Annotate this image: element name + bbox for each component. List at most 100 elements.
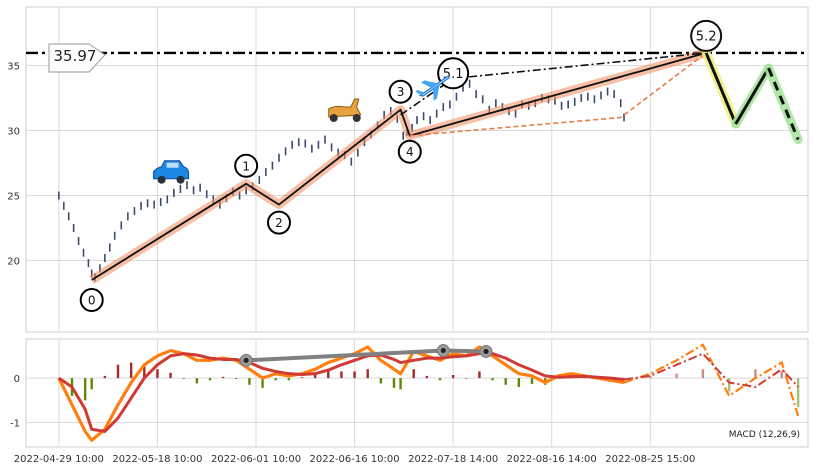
car-window bbox=[166, 162, 179, 168]
macd-histogram-bar bbox=[379, 378, 383, 384]
y-tick-label: -1 bbox=[10, 419, 20, 430]
wave-label: 3 bbox=[397, 85, 405, 99]
airplane-wing bbox=[421, 80, 439, 89]
macd-histogram-bar bbox=[366, 369, 369, 379]
scooter-wheel bbox=[329, 114, 338, 122]
signal-forecast-line bbox=[623, 352, 799, 389]
macd-histogram-bar bbox=[248, 378, 251, 385]
macd-histogram-bar bbox=[195, 378, 199, 384]
price-level-tag bbox=[48, 43, 106, 73]
macd-histogram-bar bbox=[412, 369, 415, 379]
macd-histogram-bar bbox=[274, 378, 277, 381]
wave-label: 1 bbox=[242, 159, 250, 173]
macd-histogram-bar bbox=[103, 375, 107, 379]
macd-histogram-bar bbox=[504, 378, 507, 385]
x-tick-label: 2022-06-16 10:00 bbox=[310, 454, 400, 465]
car-body bbox=[153, 160, 190, 180]
wave-label: 0 bbox=[88, 294, 96, 308]
y-tick-label: 25 bbox=[7, 192, 20, 203]
macd-forecast-histogram-bar bbox=[796, 378, 800, 407]
macd-line bbox=[57, 345, 625, 442]
airplane-tail bbox=[415, 89, 425, 95]
macd-histogram-bar bbox=[340, 371, 343, 379]
macd-legend-label: MACD (12,26,9) bbox=[729, 430, 800, 440]
x-tick-label: 2022-06-01 10:00 bbox=[211, 454, 301, 465]
wave-label-circle bbox=[234, 153, 259, 178]
macd-histogram-bar bbox=[530, 378, 534, 384]
divergence-dot bbox=[440, 348, 446, 354]
car-wheel bbox=[176, 175, 185, 184]
y-tick-label: 20 bbox=[7, 257, 20, 268]
wave-label-circle bbox=[388, 79, 413, 104]
macd-histogram-bar bbox=[451, 375, 455, 379]
macd-histogram-bar bbox=[491, 378, 494, 381]
wave-peak-circle bbox=[690, 19, 723, 52]
macd-histogram-bar bbox=[517, 378, 521, 387]
macd-histogram-bar bbox=[583, 377, 586, 379]
macd-histogram-bar bbox=[465, 378, 468, 379]
macd-forecast-histogram-bar bbox=[754, 369, 757, 379]
signal-line bbox=[58, 352, 625, 433]
macd-histogram-bar bbox=[116, 364, 120, 379]
macd-histogram-bar bbox=[235, 378, 238, 379]
x-tick-label: 2022-04-29 10:00 bbox=[14, 454, 104, 465]
wave-label: 2 bbox=[275, 216, 283, 230]
forecast-segment bbox=[704, 52, 738, 125]
macd-histogram-bar bbox=[327, 370, 330, 379]
projection-5-1-line bbox=[400, 52, 707, 116]
macd-histogram-bar bbox=[169, 372, 172, 379]
car-icon bbox=[153, 160, 190, 184]
wave-label-circle bbox=[267, 210, 291, 235]
wave-label-circle bbox=[397, 139, 422, 164]
macd-histogram-bar bbox=[399, 378, 402, 390]
macd-histogram-bar bbox=[478, 371, 481, 379]
macd-forecast-histogram-bar bbox=[727, 378, 731, 392]
macd-histogram-bar bbox=[300, 377, 304, 379]
x-tick-label: 2022-08-16 14:00 bbox=[507, 454, 597, 465]
macd-histogram-bar bbox=[143, 364, 146, 379]
forecast-segment bbox=[734, 67, 770, 125]
macd-histogram-bar bbox=[83, 378, 87, 401]
macd-histogram-bar bbox=[353, 371, 356, 379]
y-tick-label: 30 bbox=[7, 127, 20, 138]
macd-forecast-histogram-bar bbox=[675, 373, 678, 379]
macd-panel bbox=[25, 338, 809, 448]
macd-histogram-bar bbox=[392, 378, 396, 388]
price-level-label: 35.97 bbox=[54, 47, 97, 65]
scooter-wheel bbox=[352, 114, 361, 122]
macd-histogram-bar bbox=[287, 378, 291, 381]
macd-histogram-bar bbox=[156, 369, 159, 379]
macd-histogram-bar bbox=[221, 376, 225, 379]
scooter-body bbox=[328, 98, 362, 118]
macd-histogram-bar bbox=[90, 378, 93, 390]
y-tick-label: 35 bbox=[7, 62, 20, 73]
x-tick-label: 2022-05-18 10:00 bbox=[112, 454, 202, 465]
macd-histogram-bar bbox=[425, 375, 429, 379]
x-tick-label: 2022-07-18 14:00 bbox=[408, 454, 498, 465]
macd-histogram-bar bbox=[438, 378, 442, 381]
macd-histogram-bar bbox=[208, 378, 212, 381]
airplane-wing bbox=[432, 84, 440, 101]
macd-histogram-bar bbox=[129, 362, 133, 379]
airplane-icon bbox=[415, 75, 450, 101]
car-wheel bbox=[157, 175, 166, 184]
axis-labels: 2022-04-29 10:00 2022-05-18 10:00 2022-06-… bbox=[7, 62, 800, 466]
macd-forecast-histogram-bar bbox=[780, 371, 783, 379]
wave-line bbox=[91, 52, 707, 281]
alt-projection-line bbox=[409, 52, 707, 137]
y-tick-label: 0 bbox=[14, 374, 20, 385]
macd-histogram-bar bbox=[182, 378, 185, 379]
wave-label-circle bbox=[79, 288, 104, 312]
wave-label: 4 bbox=[406, 145, 414, 159]
macd-forecast-histogram-bar bbox=[649, 375, 652, 379]
macd-forecast-histogram-bar bbox=[622, 378, 626, 382]
macd-forecast-histogram-bar bbox=[701, 369, 705, 379]
scooter-icon bbox=[328, 98, 362, 122]
macd-histogram-bar bbox=[313, 373, 317, 379]
x-tick-label: 2022-08-25 15:00 bbox=[605, 454, 695, 465]
divergence-dot bbox=[243, 357, 249, 363]
macd-histogram-bar bbox=[261, 378, 264, 388]
divergence-dot bbox=[483, 348, 489, 354]
